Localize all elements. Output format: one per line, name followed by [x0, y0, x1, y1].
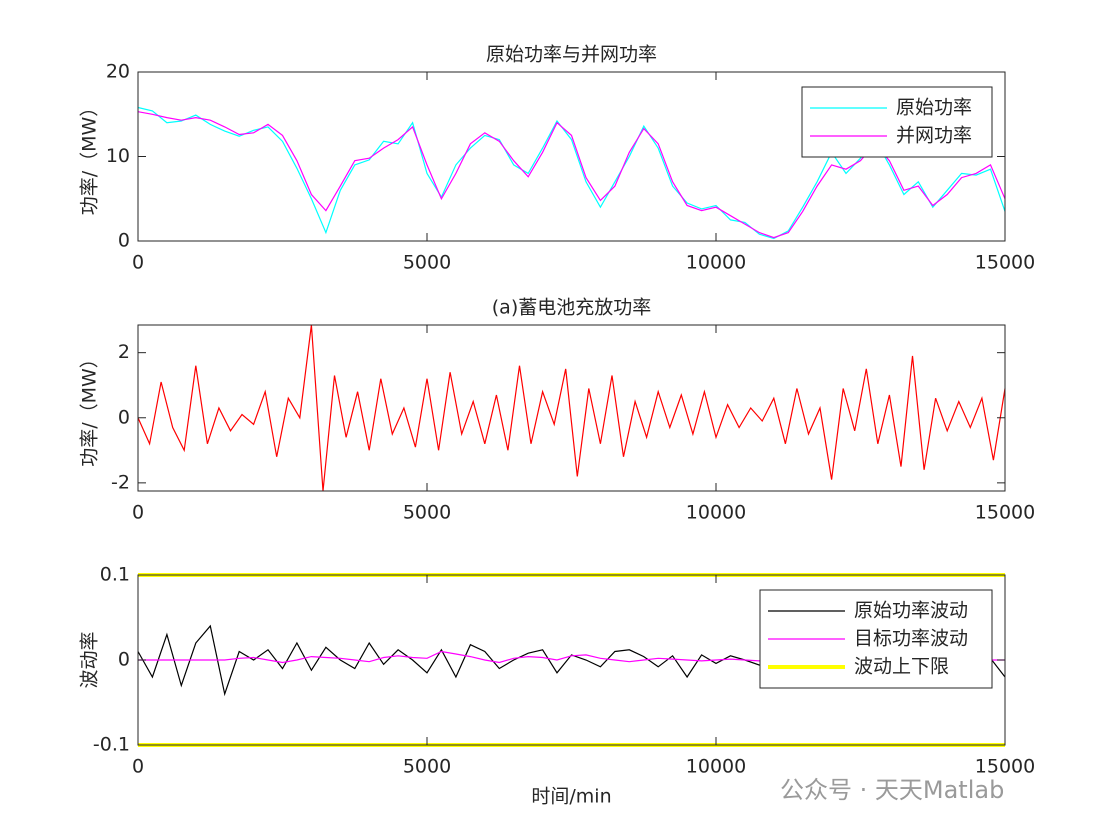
y-axis-label: 功率/（MW） [79, 98, 101, 216]
y-tick-label: 20 [106, 61, 130, 83]
y-tick-label: 0 [118, 406, 130, 428]
legend-box [801, 86, 993, 158]
legend-label: 目标功率波动 [854, 628, 968, 650]
y-tick-label: 0 [118, 649, 130, 671]
x-tick-label: 15000 [975, 502, 1035, 524]
y-tick-label: 0.1 [100, 564, 130, 586]
legend-label: 原始功率 [896, 97, 972, 119]
legend-label: 波动上下限 [854, 656, 949, 678]
x-tick-label: 10000 [686, 502, 746, 524]
series-line [137, 324, 1006, 492]
legend-label: 原始功率波动 [854, 600, 968, 622]
chart-title: (a)蓄电池充放功率 [492, 297, 651, 319]
y-tick-label: 0 [118, 230, 130, 252]
x-tick-label: 15000 [975, 756, 1035, 778]
y-tick-label: -2 [111, 471, 130, 493]
x-tick-label: 5000 [403, 252, 451, 274]
x-tick-label: 0 [132, 502, 144, 524]
x-axis-label: 时间/min [531, 786, 611, 808]
series-line [137, 106, 1006, 240]
y-tick-label: 10 [106, 145, 130, 167]
x-tick-label: 10000 [686, 252, 746, 274]
x-tick-label: 5000 [403, 502, 451, 524]
axes-background [138, 325, 1005, 491]
axes-box [137, 324, 1006, 492]
y-axis-label: 波动率 [79, 631, 101, 688]
x-tick-label: 0 [132, 252, 144, 274]
watermark: 公众号 · 天天Matlab [780, 776, 1005, 804]
y-axis-label: 功率/（MW） [79, 349, 101, 467]
legend-label: 并网功率 [896, 125, 972, 147]
series-line [137, 111, 1006, 239]
x-tick-label: 15000 [975, 252, 1035, 274]
y-tick-label: 2 [118, 341, 130, 363]
x-tick-label: 0 [132, 756, 144, 778]
y-tick-label: -0.1 [93, 734, 130, 756]
x-tick-label: 10000 [686, 756, 746, 778]
chart-title: 原始功率与并网功率 [486, 44, 657, 66]
x-tick-label: 5000 [403, 756, 451, 778]
